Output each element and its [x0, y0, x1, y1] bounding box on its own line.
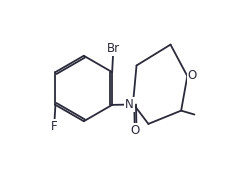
- Text: O: O: [188, 69, 197, 82]
- Text: N: N: [125, 98, 134, 111]
- Text: O: O: [130, 124, 139, 137]
- Text: Br: Br: [107, 42, 120, 55]
- Text: F: F: [51, 120, 58, 133]
